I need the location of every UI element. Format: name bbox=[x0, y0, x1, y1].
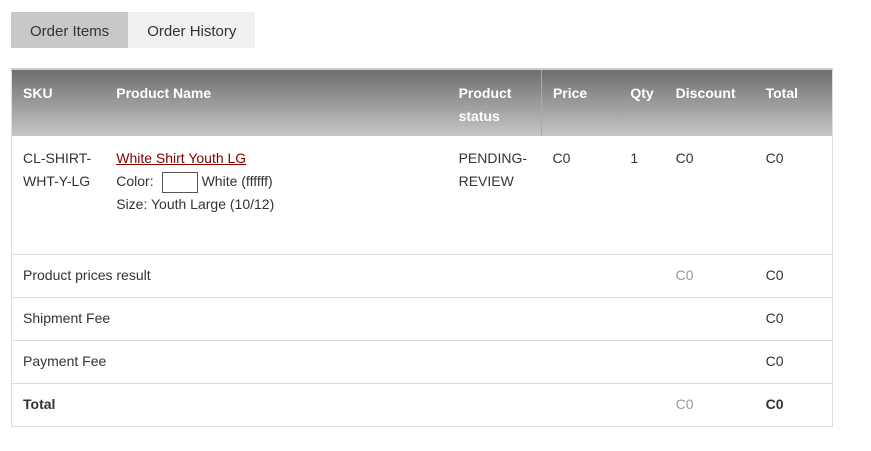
summary-row-payment: Payment Fee C0 bbox=[11, 340, 833, 384]
summary-discount: C0 bbox=[664, 254, 755, 298]
summary-discount bbox=[664, 340, 755, 384]
price: C0 bbox=[552, 150, 571, 166]
status: PENDING-REVIEW bbox=[458, 150, 528, 189]
color-label: Color: bbox=[116, 173, 154, 189]
col-qty: Qty bbox=[619, 69, 665, 136]
table-row: CL-SHIRT-WHT-Y-LG White Shirt Youth LG C… bbox=[12, 136, 833, 255]
discount: C0 bbox=[675, 150, 694, 166]
summary-row-prices: Product prices result C0 C0 bbox=[11, 254, 833, 298]
tab-order-history[interactable]: Order History bbox=[128, 12, 256, 48]
summary-discount: C0 bbox=[664, 383, 755, 427]
qty: 1 bbox=[630, 150, 639, 166]
total: C0 bbox=[765, 150, 784, 166]
sku: CL-SHIRT-WHT-Y-LG bbox=[23, 150, 92, 189]
col-price: Price bbox=[541, 69, 620, 136]
summary-discount bbox=[664, 297, 755, 341]
col-total: Total bbox=[754, 69, 833, 136]
product-cell: White Shirt Youth LG Color: White (ffffff… bbox=[105, 136, 447, 255]
size: Size: Youth Large (10/12) bbox=[116, 196, 275, 212]
tab-order-items[interactable]: Order Items bbox=[11, 12, 129, 48]
col-product-status: Product status bbox=[447, 69, 542, 136]
product-link[interactable]: White Shirt Youth LG bbox=[116, 150, 247, 166]
summary-total: C0 bbox=[754, 340, 833, 384]
summary-total: C0 bbox=[754, 254, 833, 298]
table-header: SKU Product Name Product status Price Qt… bbox=[11, 69, 833, 136]
color-value: White (ffffff) bbox=[201, 173, 273, 189]
color-swatch bbox=[161, 171, 198, 193]
summary-total: C0 bbox=[754, 383, 833, 427]
summary-label: Total bbox=[11, 383, 665, 427]
tab-bar: Order Items Order History bbox=[11, 12, 256, 48]
summary-label: Product prices result bbox=[11, 254, 665, 298]
summary-label: Shipment Fee bbox=[11, 297, 665, 341]
summary-total: C0 bbox=[754, 297, 833, 341]
summary-row-total: Total C0 C0 bbox=[11, 383, 833, 427]
summary-label: Payment Fee bbox=[11, 340, 665, 384]
order-items-table: SKU Product Name Product status Price Qt… bbox=[11, 68, 833, 427]
col-product-name: Product Name bbox=[105, 69, 448, 136]
col-sku: SKU bbox=[11, 69, 106, 136]
col-discount: Discount bbox=[664, 69, 755, 136]
summary-row-shipment: Shipment Fee C0 bbox=[11, 297, 833, 341]
